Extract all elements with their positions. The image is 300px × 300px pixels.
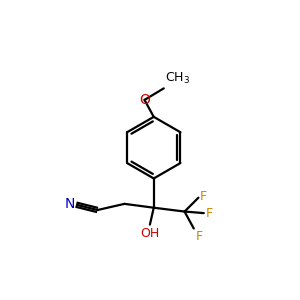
Text: CH$_3$: CH$_3$ [165,71,190,86]
Text: OH: OH [140,227,160,240]
Text: F: F [205,207,212,220]
Text: N: N [64,197,75,211]
Text: O: O [139,93,150,107]
Text: F: F [200,190,207,203]
Text: F: F [195,230,203,243]
